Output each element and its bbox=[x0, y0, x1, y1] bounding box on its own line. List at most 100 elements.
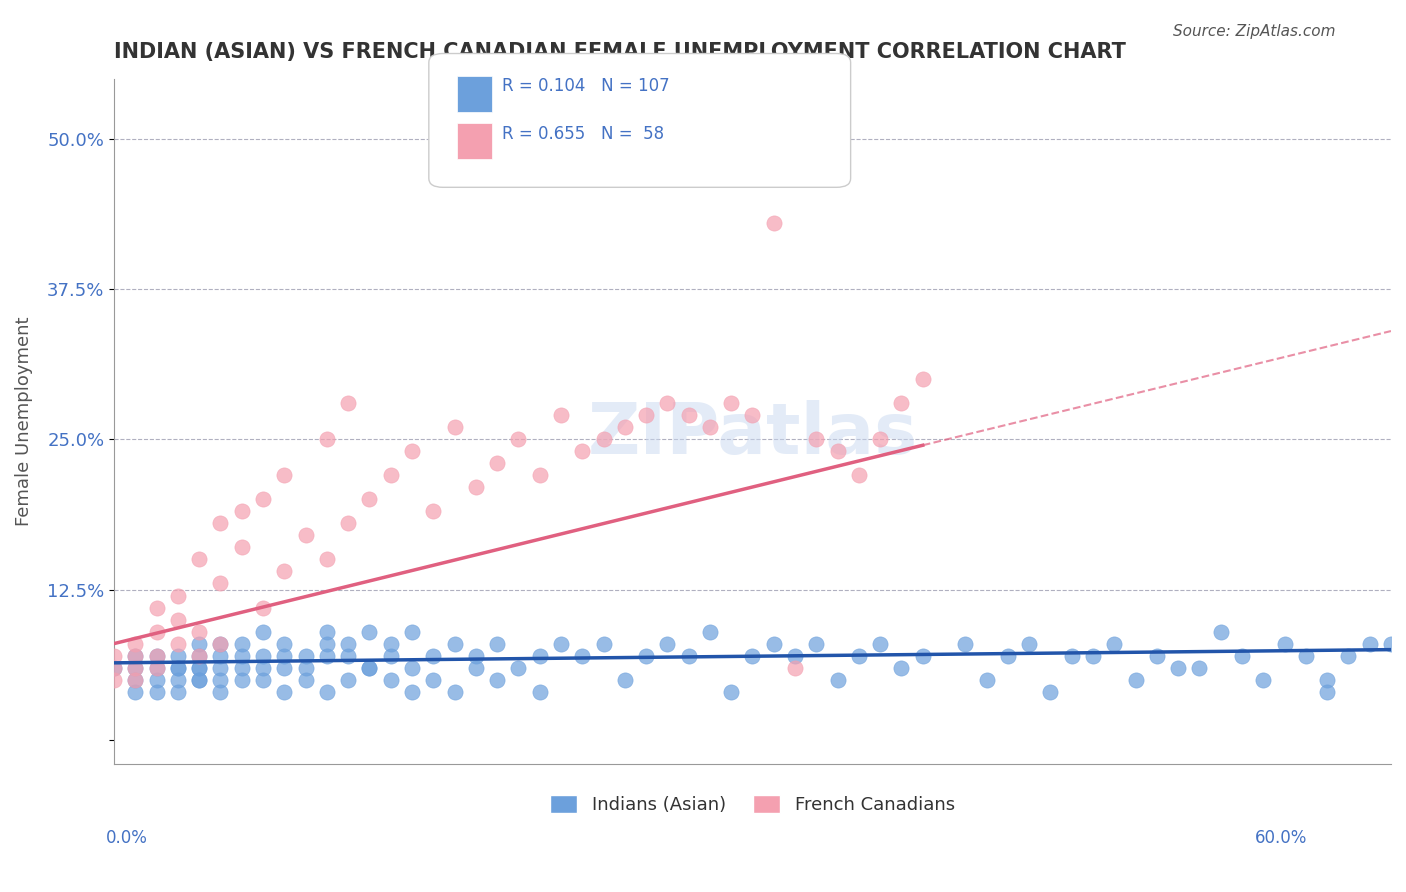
Point bbox=[1167, 660, 1189, 674]
Point bbox=[124, 648, 146, 663]
Point bbox=[1104, 637, 1126, 651]
Point bbox=[529, 684, 551, 698]
Point bbox=[1230, 648, 1253, 663]
Point bbox=[1039, 684, 1062, 698]
Point bbox=[337, 637, 360, 651]
Point bbox=[529, 648, 551, 663]
Point bbox=[783, 648, 806, 663]
Point bbox=[550, 408, 572, 422]
Point bbox=[124, 673, 146, 687]
Point bbox=[869, 432, 891, 446]
Point bbox=[145, 660, 167, 674]
Point bbox=[571, 444, 593, 458]
Text: R = 0.655   N =  58: R = 0.655 N = 58 bbox=[502, 125, 664, 143]
Point bbox=[124, 660, 146, 674]
Point bbox=[166, 673, 188, 687]
Point bbox=[145, 648, 167, 663]
Point bbox=[1060, 648, 1083, 663]
Point bbox=[145, 684, 167, 698]
Point bbox=[337, 516, 360, 531]
Point bbox=[422, 504, 444, 518]
Point bbox=[231, 637, 253, 651]
Point bbox=[529, 468, 551, 483]
Point bbox=[188, 673, 211, 687]
Point bbox=[166, 648, 188, 663]
Point bbox=[699, 624, 721, 639]
Point bbox=[1295, 648, 1317, 663]
Point bbox=[209, 516, 232, 531]
Y-axis label: Female Unemployment: Female Unemployment bbox=[15, 317, 32, 526]
Point bbox=[613, 673, 636, 687]
Point bbox=[380, 648, 402, 663]
Point bbox=[1209, 624, 1232, 639]
Point bbox=[486, 673, 509, 687]
Point bbox=[486, 637, 509, 651]
Text: R = 0.104   N = 107: R = 0.104 N = 107 bbox=[502, 77, 669, 95]
Point bbox=[252, 648, 274, 663]
Point bbox=[231, 660, 253, 674]
Point bbox=[315, 684, 337, 698]
Point bbox=[315, 624, 337, 639]
Point bbox=[636, 648, 658, 663]
Point bbox=[273, 565, 295, 579]
Point bbox=[848, 468, 870, 483]
Point bbox=[911, 648, 934, 663]
Point bbox=[762, 216, 785, 230]
Point bbox=[592, 432, 614, 446]
Point bbox=[678, 648, 700, 663]
Point bbox=[359, 660, 381, 674]
Point bbox=[294, 648, 316, 663]
Point bbox=[422, 673, 444, 687]
Point bbox=[1316, 673, 1339, 687]
Point bbox=[359, 660, 381, 674]
Point bbox=[1358, 637, 1381, 651]
Point bbox=[486, 456, 509, 470]
Point bbox=[103, 648, 125, 663]
Point bbox=[401, 684, 423, 698]
Point bbox=[550, 637, 572, 651]
Point bbox=[315, 637, 337, 651]
Point bbox=[976, 673, 998, 687]
Point bbox=[401, 444, 423, 458]
Point bbox=[188, 648, 211, 663]
Point bbox=[380, 637, 402, 651]
Point bbox=[188, 673, 211, 687]
Point bbox=[337, 648, 360, 663]
Point bbox=[1274, 637, 1296, 651]
Point bbox=[380, 673, 402, 687]
Point bbox=[890, 396, 912, 410]
Legend: Indians (Asian), French Canadians: Indians (Asian), French Canadians bbox=[541, 786, 963, 823]
Point bbox=[464, 648, 486, 663]
Point bbox=[359, 492, 381, 507]
Point bbox=[741, 648, 763, 663]
Point bbox=[890, 660, 912, 674]
Point bbox=[188, 552, 211, 566]
Point bbox=[166, 684, 188, 698]
Point bbox=[273, 648, 295, 663]
Point bbox=[1253, 673, 1275, 687]
Point bbox=[145, 648, 167, 663]
Point bbox=[315, 648, 337, 663]
Point bbox=[806, 637, 828, 651]
Text: INDIAN (ASIAN) VS FRENCH CANADIAN FEMALE UNEMPLOYMENT CORRELATION CHART: INDIAN (ASIAN) VS FRENCH CANADIAN FEMALE… bbox=[114, 42, 1126, 62]
Point bbox=[443, 420, 465, 434]
Point bbox=[209, 637, 232, 651]
Point bbox=[188, 624, 211, 639]
Point bbox=[103, 660, 125, 674]
Point bbox=[231, 648, 253, 663]
Point bbox=[252, 660, 274, 674]
Point bbox=[1337, 648, 1360, 663]
Point bbox=[166, 589, 188, 603]
Point bbox=[209, 648, 232, 663]
Point bbox=[124, 648, 146, 663]
Point bbox=[720, 684, 742, 698]
Point bbox=[124, 684, 146, 698]
Point bbox=[315, 552, 337, 566]
Point bbox=[145, 660, 167, 674]
Point bbox=[124, 673, 146, 687]
Point bbox=[294, 528, 316, 542]
Point bbox=[571, 648, 593, 663]
Point bbox=[294, 673, 316, 687]
Point bbox=[273, 637, 295, 651]
Point bbox=[720, 396, 742, 410]
